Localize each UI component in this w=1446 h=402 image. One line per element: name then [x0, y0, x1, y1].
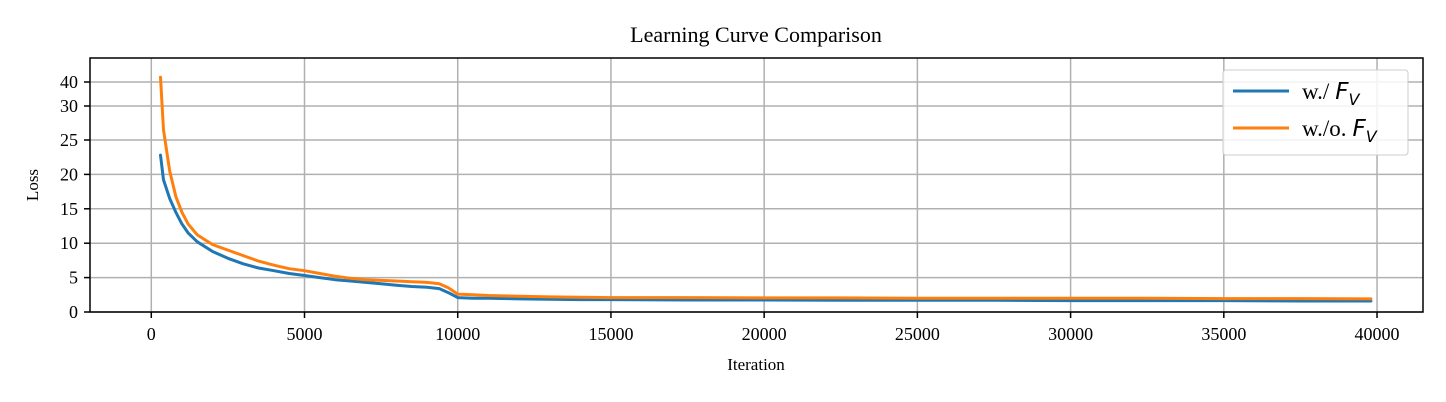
x-axis: 0 5000 10000 15000 20000 25000 30000 35000 40000 — [147, 312, 1400, 344]
legend-label-wo-fv: w./o. FV — [1302, 116, 1378, 146]
legend-label-w-fv: w./FV — [1302, 79, 1361, 109]
y-tick-label-10: 10 — [60, 233, 78, 253]
plot-frame — [89, 57, 1424, 313]
x-tick-label-5000: 5000 — [287, 324, 323, 344]
y-tick-label-5: 5 — [69, 268, 78, 288]
y-axis-label: Loss — [23, 169, 42, 201]
x-tick-label-25000: 25000 — [895, 324, 940, 344]
y-tick-label-20: 20 — [60, 164, 78, 184]
y-tick-label-0: 0 — [69, 302, 78, 322]
y-tick-label-25: 25 — [60, 130, 78, 150]
x-tick-label-10000: 10000 — [435, 324, 480, 344]
y-axis: 0 5 10 15 20 25 30 40 — [60, 72, 90, 322]
x-tick-label-30000: 30000 — [1048, 324, 1093, 344]
y-tick-label-15: 15 — [60, 199, 78, 219]
chart-title: Learning Curve Comparison — [630, 22, 882, 47]
x-tick-label-20000: 20000 — [742, 324, 787, 344]
series-layer — [159, 75, 1373, 303]
series-line-w-f-v — [159, 153, 1373, 303]
x-axis-label: Iteration — [727, 355, 785, 374]
y-tick-label-40: 40 — [60, 72, 78, 92]
x-tick-label-35000: 35000 — [1201, 324, 1246, 344]
x-tick-label-0: 0 — [147, 324, 156, 344]
legend: w./FV w./o. FV — [1222, 69, 1409, 156]
x-tick-label-40000: 40000 — [1355, 324, 1400, 344]
y-tick-label-30: 30 — [60, 96, 78, 116]
series-line-w-o-f-v — [159, 75, 1373, 301]
x-tick-label-15000: 15000 — [588, 324, 633, 344]
